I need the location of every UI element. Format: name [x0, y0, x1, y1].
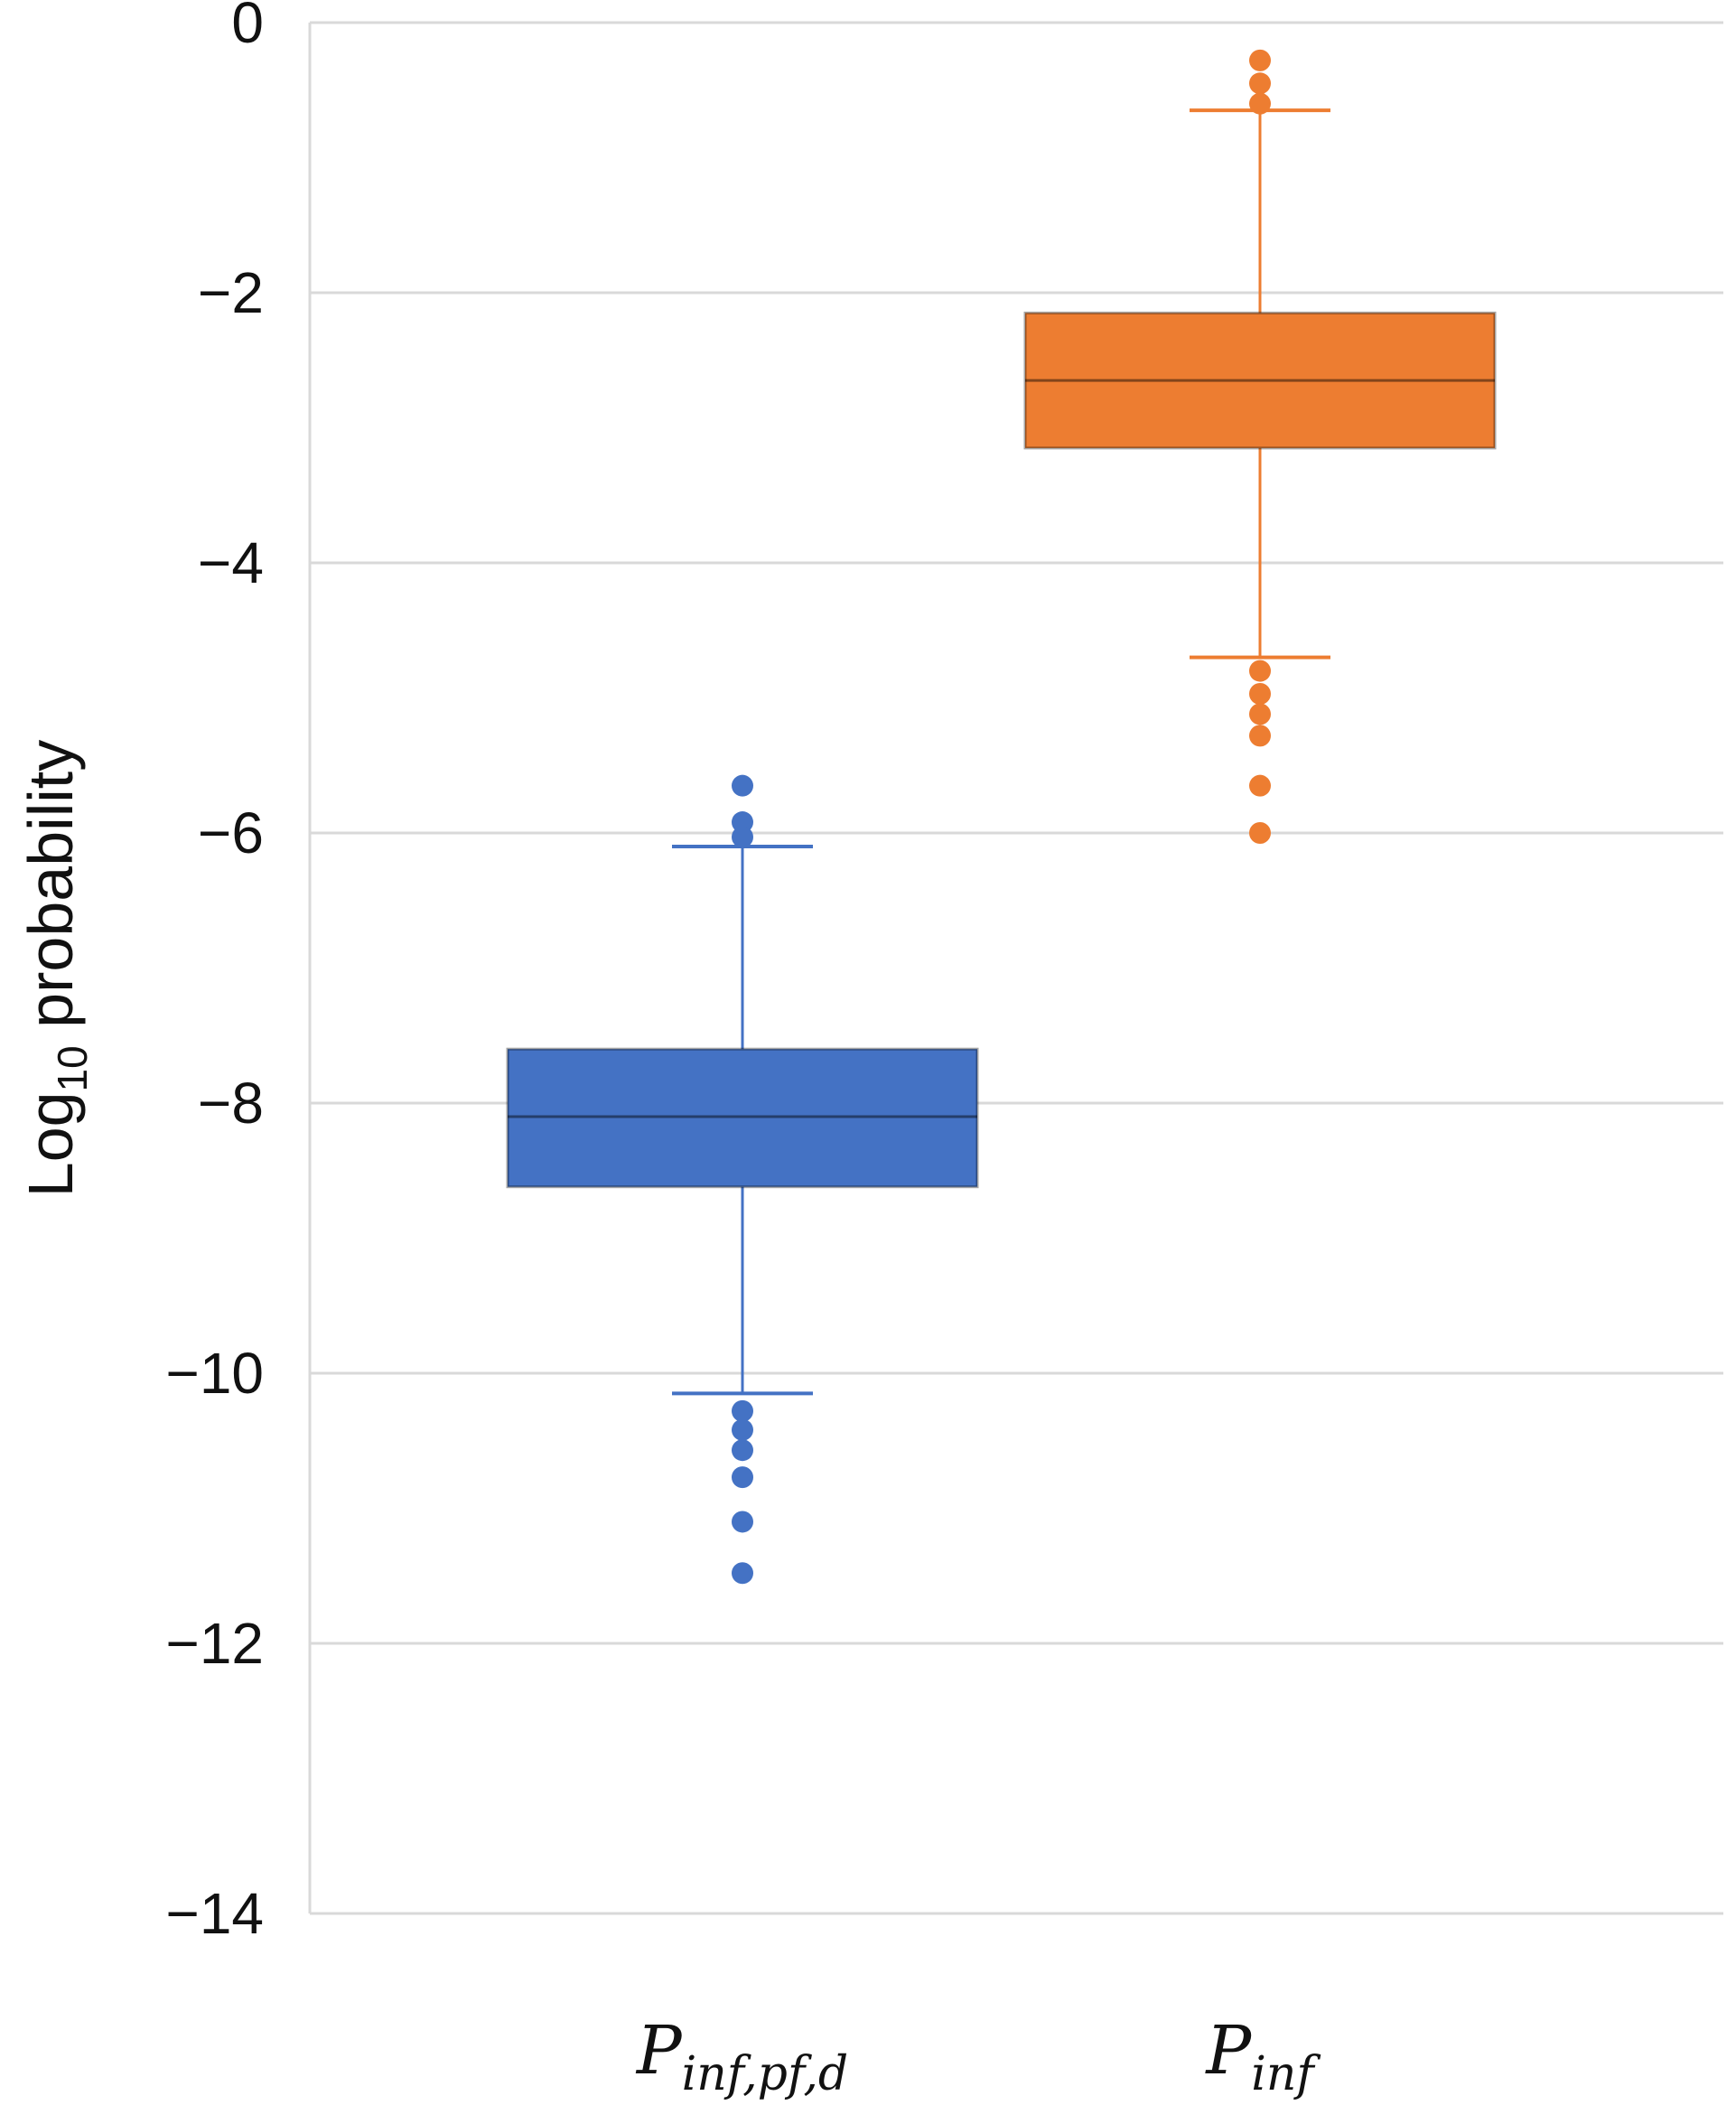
- gridlines: [310, 21, 1723, 1915]
- outlier-point-2-8: [1249, 774, 1271, 797]
- y-tick-label-5: −10: [165, 1341, 264, 1406]
- box-rect-2: [1023, 311, 1497, 450]
- outlier-point-1-7: [732, 1466, 753, 1489]
- outlier-point-1-5: [732, 1418, 753, 1441]
- x-category-labels: Pinf,pf,d Pinf: [635, 2012, 1321, 2101]
- outlier-point-2-1: [1249, 49, 1271, 71]
- y-tick-label-6: −12: [165, 1611, 264, 1676]
- y-axis-title-rest: probability: [15, 740, 86, 1046]
- y-tick-label-7: −14: [165, 1881, 264, 1946]
- x-category-label-subscript-1: inf,pf,d: [682, 2047, 849, 2101]
- outlier-point-1-1: [732, 774, 753, 797]
- outlier-point-2-9: [1249, 822, 1271, 844]
- box-rect-1: [506, 1047, 979, 1189]
- outlier-point-1-8: [732, 1511, 753, 1533]
- outlier-point-2-6: [1249, 703, 1271, 725]
- x-category-label-main-2: P: [1204, 2012, 1252, 2090]
- y-tick-label-4: −8: [198, 1071, 264, 1136]
- x-category-label-1: Pinf,pf,d: [635, 2012, 848, 2101]
- box-2: [1023, 49, 1497, 844]
- outlier-point-2-5: [1249, 683, 1271, 706]
- outlier-point-2-2: [1249, 72, 1271, 95]
- outlier-point-2-3: [1249, 92, 1271, 115]
- y-tick-labels: 0 −2 −4 −6 −8 −10 −12 −14: [165, 0, 264, 1946]
- outlier-point-2-4: [1249, 660, 1271, 682]
- x-category-label-subscript-2: inf: [1251, 2047, 1321, 2101]
- y-axis-title-subscript: 10: [49, 1045, 96, 1091]
- outlier-point-1-6: [732, 1439, 753, 1462]
- y-axis-title: Log10 probability: [15, 740, 96, 1197]
- y-tick-label-2: −4: [198, 530, 264, 595]
- outlier-point-2-7: [1249, 725, 1271, 747]
- outlier-point-1-9: [732, 1562, 753, 1585]
- box-series: [506, 49, 1497, 1585]
- y-axis-title-main: Log: [15, 1091, 86, 1197]
- x-category-label-2: Pinf: [1204, 2012, 1321, 2101]
- outlier-point-1-4: [732, 1399, 753, 1422]
- y-tick-label-3: −6: [198, 800, 264, 865]
- y-tick-label-1: −2: [198, 260, 264, 325]
- box-1: [506, 774, 979, 1585]
- outlier-point-1-2: [732, 811, 753, 834]
- outlier-point-1-3: [732, 826, 753, 848]
- y-tick-label-0: 0: [231, 0, 264, 55]
- x-category-label-main-1: P: [635, 2012, 683, 2090]
